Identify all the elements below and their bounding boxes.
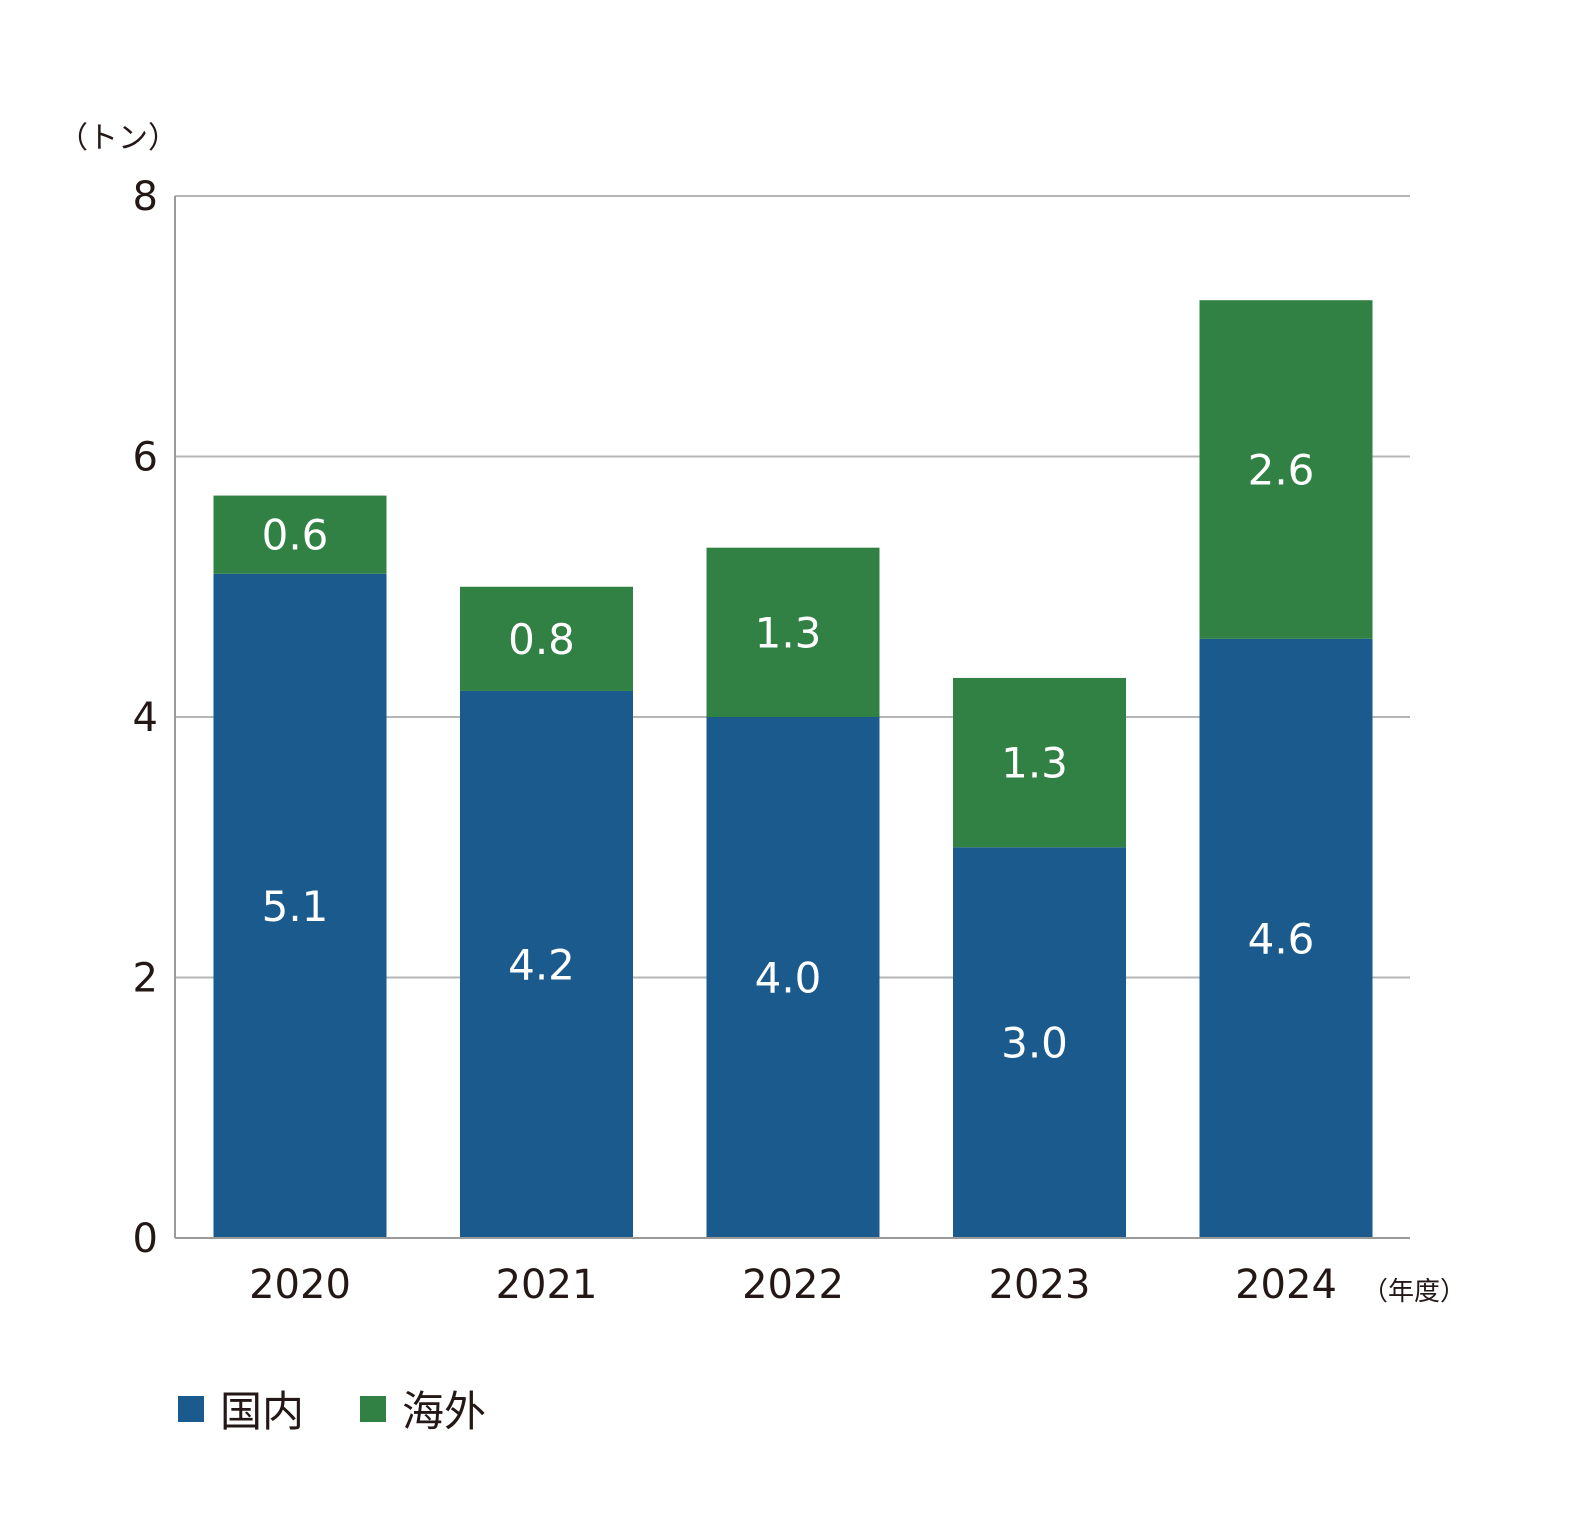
data-label-domestic-2020: 5.1 xyxy=(262,882,329,931)
data-label-overseas-2023: 1.3 xyxy=(1001,739,1068,788)
bars xyxy=(213,300,1373,1238)
bar-overseas-2023 xyxy=(953,677,1126,848)
data-label-domestic-2024: 4.6 xyxy=(1248,914,1315,963)
y-tick-label-4: 4 xyxy=(133,695,158,741)
data-label-domestic-2021: 4.2 xyxy=(508,940,575,989)
axes: 0 2 4 6 8 2020 2021 2022 2023 2024 xyxy=(133,174,1410,1308)
y-tick-label-6: 6 xyxy=(133,435,158,481)
data-label-domestic-2023: 3.0 xyxy=(1001,1019,1068,1068)
bar-overseas-2021 xyxy=(460,586,633,691)
bar-domestic-2020 xyxy=(213,573,387,1238)
y-axis-unit-label: （トン） xyxy=(58,121,178,156)
bar-overseas-2022 xyxy=(706,547,880,717)
data-label-overseas-2024: 2.6 xyxy=(1248,446,1315,495)
legend-swatch-overseas xyxy=(360,1395,387,1422)
bar-overseas-2020 xyxy=(213,495,387,574)
x-tick-label-2024: 2024 xyxy=(1235,1262,1337,1308)
data-labels: 5.1 0.6 4.2 0.8 4.0 1.3 3.0 1.3 4.6 2.6 xyxy=(262,446,1315,1068)
bar-overseas-2024 xyxy=(1199,300,1373,639)
data-label-overseas-2022: 1.3 xyxy=(755,608,822,657)
legend-item-domestic: 国内 xyxy=(178,1378,304,1439)
y-tick-label-8: 8 xyxy=(133,174,158,220)
x-tick-label-2021: 2021 xyxy=(496,1262,598,1308)
y-tick-label-2: 2 xyxy=(133,956,158,1002)
bar-domestic-2024 xyxy=(1199,638,1373,1238)
x-tick-label-2020: 2020 xyxy=(249,1262,351,1308)
legend-item-overseas: 海外 xyxy=(360,1378,486,1439)
legend-label-overseas: 海外 xyxy=(402,1387,487,1436)
data-label-overseas-2020: 0.6 xyxy=(262,511,329,560)
legend-label-domestic: 国内 xyxy=(220,1387,305,1436)
y-tick-label-0: 0 xyxy=(133,1216,158,1262)
x-tick-label-2022: 2022 xyxy=(742,1262,844,1308)
legend: 国内 海外 xyxy=(178,1378,542,1439)
bar-domestic-2021 xyxy=(460,690,633,1238)
data-label-domestic-2022: 4.0 xyxy=(755,954,822,1003)
x-axis-unit-label: （年度） xyxy=(1362,1277,1466,1307)
x-tick-label-2023: 2023 xyxy=(989,1262,1091,1308)
bar-domestic-2022 xyxy=(706,717,880,1238)
legend-swatch-domestic xyxy=(178,1395,204,1422)
bar-domestic-2023 xyxy=(953,847,1126,1238)
data-label-overseas-2021: 0.8 xyxy=(508,615,575,664)
